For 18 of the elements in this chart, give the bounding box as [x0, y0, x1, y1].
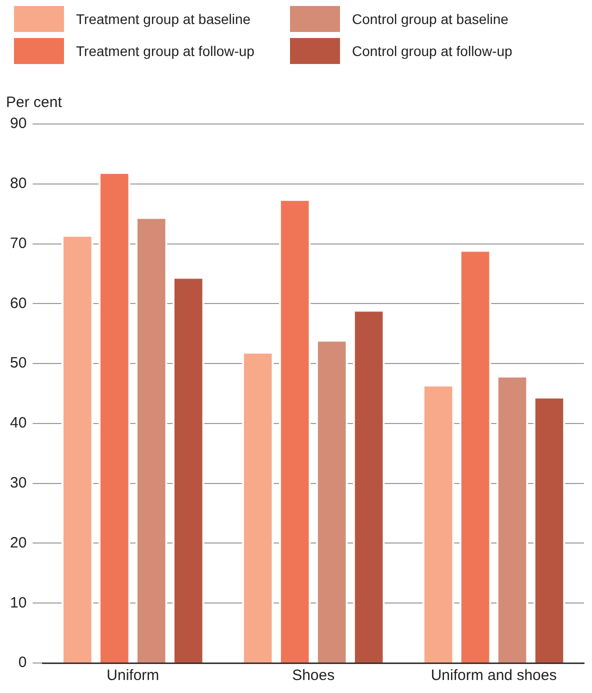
y-tick-label: 90: [10, 115, 27, 132]
y-axis-title: Per cent: [6, 94, 62, 111]
x-tick-label: Shoes: [292, 667, 335, 684]
y-tick-label: 70: [10, 234, 27, 252]
legend-label: Treatment group at follow-up: [76, 43, 254, 59]
x-tick-label: Uniform and shoes: [430, 667, 557, 684]
y-tick-label: 80: [10, 175, 27, 192]
y-tick-label: 40: [10, 414, 27, 432]
x-tick-label: Uniform: [106, 667, 160, 684]
legend-label: Treatment group at baseline: [76, 11, 251, 27]
y-tick-label: 20: [10, 534, 27, 552]
y-tick-label: 50: [10, 354, 27, 372]
y-tick-label: 0: [18, 654, 27, 672]
y-tick-label: 60: [10, 294, 27, 312]
y-tick-label: 10: [10, 594, 27, 612]
y-tick-label: 30: [10, 474, 27, 492]
legend-label: Control group at baseline: [352, 11, 508, 27]
legend-label: Control group at follow-up: [352, 43, 512, 59]
